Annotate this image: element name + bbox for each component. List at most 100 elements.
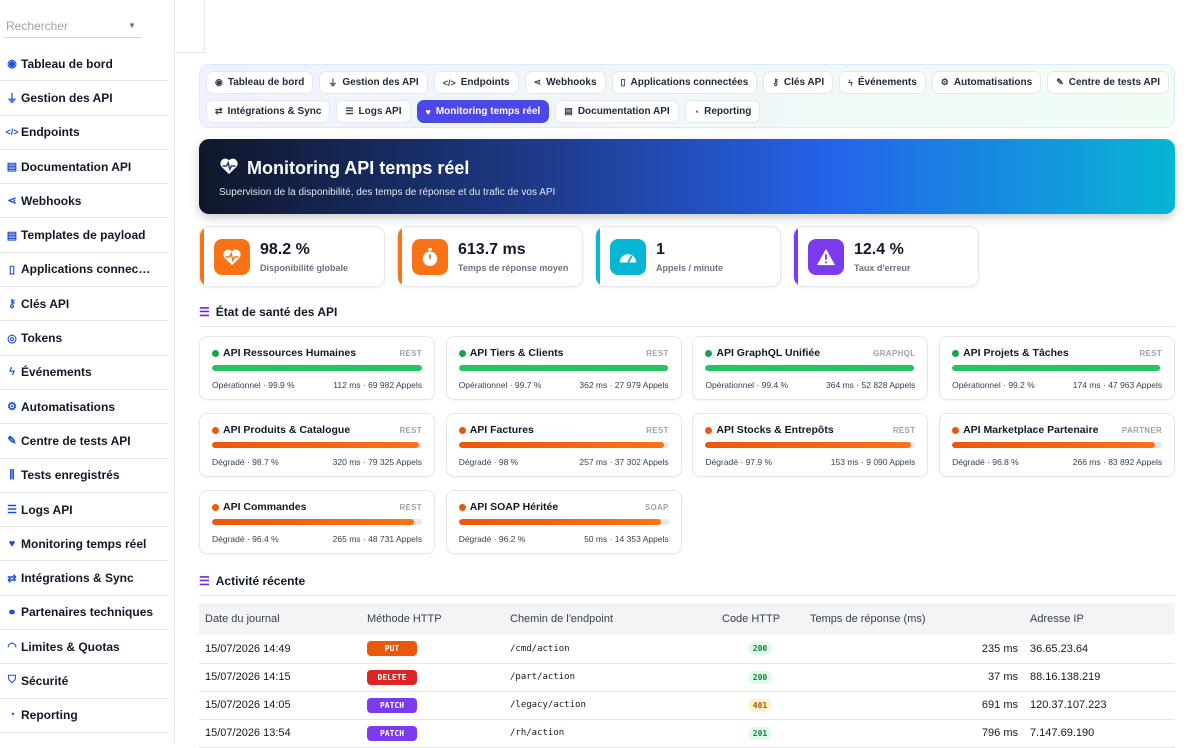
tab-cl-s-api[interactable]: ⚷ Clés API [763,71,834,94]
sidebar-item[interactable]: ◔ Reporting [0,699,169,733]
tab-applications-connect-es[interactable]: ▯ Applications connectées [611,71,758,94]
kpi-value: 12.4 % [854,240,904,258]
sidebar-item[interactable]: ▯ Applications connec… [0,253,169,288]
uptime-bar-fill [212,519,415,525]
sidebar-item[interactable]: ⛉ Sécurité [0,664,169,699]
api-health-card[interactable]: API Produits & Catalogue REST Dégradé · 98… [199,413,435,477]
api-health-card[interactable]: API GraphQL Unifiée GRAPHQL Opérationnel ·… [692,336,929,400]
tab-label: Documentation API [577,106,670,117]
api-health-card[interactable]: API SOAP Héritée SOAP Dégradé · 96.2 % 50 m… [445,490,682,554]
api-health-card[interactable]: API Tiers & Clients REST Opérationnel · 99… [445,336,682,400]
header-spacer [175,0,205,53]
tab-centre-de-tests-api[interactable]: ✎ Centre de tests API [1047,71,1170,94]
tab-logs-api[interactable]: ☰ Logs API [336,100,411,123]
column-header[interactable]: Chemin de l'endpoint [504,603,716,635]
card-footer: Opérationnel · 99.9 % 112 ms · 69 982 App… [212,380,422,390]
sidebar-item[interactable]: ⋖ Webhooks [0,184,169,219]
search-box[interactable]: ▼ [4,14,142,38]
api-type-badge: SOAP [644,502,669,512]
chevron-down-icon[interactable]: ▼ [128,21,136,30]
mobile-icon: ▯ [8,263,16,276]
sidebar-item[interactable]: ◠ Limites & Quotas [0,630,169,665]
list-icon: ☰ [345,106,354,116]
tab-gestion-des-api[interactable]: ⏚ Gestion des API [319,71,428,94]
card-footer: Dégradé · 96.8 % 266 ms · 83 892 Appels [952,457,1162,467]
tab-monitoring-temps-r-el[interactable]: ♥ Monitoring temps réel [416,100,550,123]
status-uptime: Dégradé · 98 % [459,457,519,467]
sidebar-item[interactable]: ⏚ Gestion des API [0,81,169,116]
tab-int-grations-sync[interactable]: ⇄ Intégrations & Sync [206,100,331,123]
sync-icon: ⇄ [7,572,17,585]
api-name: API Projets & Tâches [952,347,1069,359]
sidebar-item[interactable]: </> Endpoints [0,116,169,150]
sidebar-item[interactable]: ▤ Templates de payload [0,218,169,253]
tab-tableau-de-bord[interactable]: ◉ Tableau de bord [206,71,314,94]
sidebar-item[interactable]: ⫼ Tests enregistrés [0,459,169,493]
uptime-bar-fill [212,365,422,371]
column-header[interactable]: Date du journal [199,603,361,635]
sidebar-item[interactable]: ▤ Documentation API [0,150,169,185]
separator: · [607,534,615,544]
http-method-badge: PATCH [367,697,417,713]
kpi-value: 613.7 ms [458,240,526,258]
api-name: API GraphQL Unifiée [705,347,820,359]
tab-documentation-api[interactable]: ▤ Documentation API [555,100,679,123]
tab-endpoints[interactable]: </> Endpoints [433,71,519,94]
sidebar-item[interactable]: ⚙ Automatisations [0,390,169,425]
table-row[interactable]: 15/07/2026 14:05 PATCH/legacy/action 401 69… [199,691,1175,720]
status-uptime: Opérationnel · 99.4 % [705,380,788,390]
card-footer: Dégradé · 96.4 % 265 ms · 48 731 Appels [212,534,422,544]
kpi-value: 98.2 % [260,240,310,258]
separator: · [244,534,253,544]
tab-automatisations[interactable]: ⚙ Automatisations [931,71,1042,94]
kpi-label: Taux d'erreur [854,262,911,273]
search-input[interactable] [4,18,124,33]
page-subtitle: Supervision de la disponibilité, des tem… [219,187,556,198]
column-header[interactable]: Code HTTP [716,603,804,635]
column-header[interactable]: Adresse IP [1024,603,1175,635]
column-header[interactable]: Méthode HTTP [361,603,504,635]
log-date: 15/07/2026 14:49 [199,635,361,664]
tab-webhooks[interactable]: ⋖ Webhooks [524,71,606,94]
api-health-card[interactable]: API Stocks & Entrepôts REST Dégradé · 97.9… [692,413,929,477]
tab-label: Clés API [783,77,825,88]
sidebar-item[interactable]: ⇄ Intégrations & Sync [0,561,169,596]
activity-table: Date du journal Méthode HTTP Chemin de l'e… [199,603,1175,748]
status-uptime: Opérationnel · 99.7 % [459,380,542,390]
kpi-label: Disponibilité globale [260,262,349,273]
column-header[interactable]: Temps de réponse (ms) [804,603,1024,635]
status-uptime: Opérationnel · 99.2 % [952,380,1035,390]
sidebar-item[interactable]: ◉ Tableau de bord [0,47,169,82]
status-dot-icon [212,503,219,511]
sidebar-item[interactable]: ✎ Centre de tests API [0,424,169,459]
table-row[interactable]: 15/07/2026 14:15 DELETE/part/action 200 37 … [199,663,1175,692]
sidebar-item[interactable]: ◎ Tokens [0,321,169,356]
section-title-activity: ☰ Activité récente [199,574,306,588]
tab-reporting[interactable]: ◔ Reporting [684,100,761,123]
status-text: Opérationnel [952,380,1001,390]
tab--v-nements[interactable]: ϟ Événements [839,71,926,94]
uptime-bar [458,365,669,371]
api-health-card[interactable]: API Factures REST Dégradé · 98 % 257 ms · 3… [445,413,682,477]
calls-text: 37 302 Appels [614,457,669,467]
calls-text: 69 982 Appels [368,380,422,390]
api-name-text: API Projets & Tâches [963,347,1069,359]
api-health-card[interactable]: API Marketplace Partenaire PARTNER Dégradé… [939,413,1176,477]
sidebar-item[interactable]: ϟ Événements [0,356,169,390]
api-health-card[interactable]: API Commandes REST Dégradé · 96.4 % 265 ms … [199,490,435,554]
latency-calls: 257 ms · 37 302 Appels [579,457,668,467]
warning-icon [808,238,844,275]
api-health-card[interactable]: API Ressources Humaines REST Opérationnel … [199,336,435,400]
sidebar-item[interactable]: ♥ Monitoring temps réel [0,527,169,562]
sidebar-item[interactable]: ☰ Logs API [0,493,169,528]
table-row[interactable]: 15/07/2026 14:49 PUT/cmd/action 200 235 ms 3… [199,635,1175,664]
sidebar-item[interactable]: ⚷ Clés API [0,287,169,322]
api-name-text: API SOAP Héritée [469,501,559,513]
uptime-bar-fill [212,442,420,448]
status-dot-icon [212,349,219,357]
api-health-card[interactable]: API Projets & Tâches REST Opérationnel · 9… [939,336,1176,400]
kpi-label: Appels / minute [656,262,724,273]
uptime-bar [212,442,422,448]
sidebar-item[interactable]: ⚭ Partenaires techniques [0,596,169,631]
card-header: API Projets & Tâches REST [952,347,1162,359]
